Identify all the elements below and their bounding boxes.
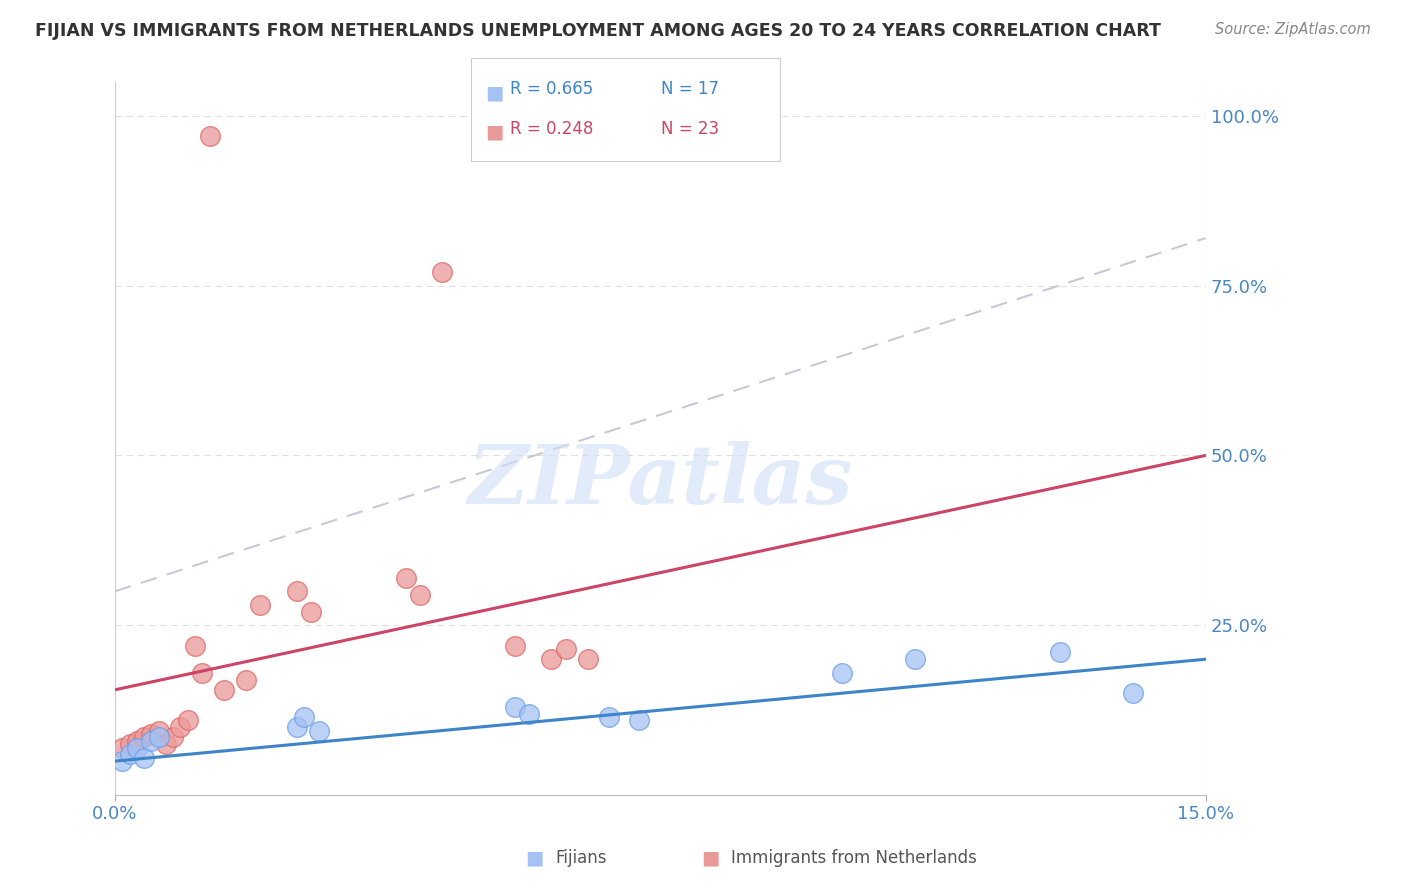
Point [503, 639, 526, 653]
Point [132, 731, 155, 745]
Point [540, 652, 562, 666]
Point [1049, 645, 1071, 659]
Point [118, 747, 141, 762]
Text: N = 17: N = 17 [661, 80, 718, 98]
Point [519, 706, 541, 721]
Point [184, 639, 207, 653]
Point [118, 737, 141, 751]
Point [299, 605, 322, 619]
Point [125, 733, 148, 747]
Text: R = 0.248: R = 0.248 [510, 120, 593, 137]
Point [285, 584, 308, 599]
Text: Immigrants from Netherlands: Immigrants from Netherlands [731, 849, 977, 867]
Point [432, 265, 454, 279]
Text: N = 23: N = 23 [661, 120, 718, 137]
Text: FIJIAN VS IMMIGRANTS FROM NETHERLANDS UNEMPLOYMENT AMONG AGES 20 TO 24 YEARS COR: FIJIAN VS IMMIGRANTS FROM NETHERLANDS UN… [35, 22, 1161, 40]
Point [904, 652, 927, 666]
Point [132, 750, 155, 764]
Point [235, 673, 257, 687]
Point [111, 740, 134, 755]
Text: R = 0.665: R = 0.665 [510, 80, 593, 98]
Text: Source: ZipAtlas.com: Source: ZipAtlas.com [1215, 22, 1371, 37]
Point [125, 740, 148, 755]
Point [285, 720, 308, 734]
Point [598, 710, 620, 724]
Point [191, 665, 214, 680]
Point [148, 723, 170, 738]
Point [177, 714, 200, 728]
Text: ZIPatlas: ZIPatlas [468, 442, 853, 521]
Point [212, 682, 235, 697]
Point [148, 731, 170, 745]
Point [627, 714, 650, 728]
Point [554, 642, 576, 657]
Point [409, 588, 432, 602]
Point [198, 129, 221, 144]
Point [503, 699, 526, 714]
Text: Fijians: Fijians [555, 849, 607, 867]
Point [831, 665, 853, 680]
Text: ■: ■ [485, 122, 503, 141]
Point [249, 598, 271, 612]
Point [1122, 686, 1144, 700]
Point [308, 723, 330, 738]
Point [141, 727, 163, 741]
Point [111, 754, 134, 768]
Text: ■: ■ [524, 848, 544, 867]
Point [155, 737, 177, 751]
Text: ■: ■ [700, 848, 720, 867]
Point [169, 720, 191, 734]
Point [395, 571, 418, 585]
Text: ■: ■ [485, 83, 503, 102]
Point [292, 710, 315, 724]
Point [576, 652, 599, 666]
Point [141, 733, 163, 747]
Point [162, 731, 184, 745]
